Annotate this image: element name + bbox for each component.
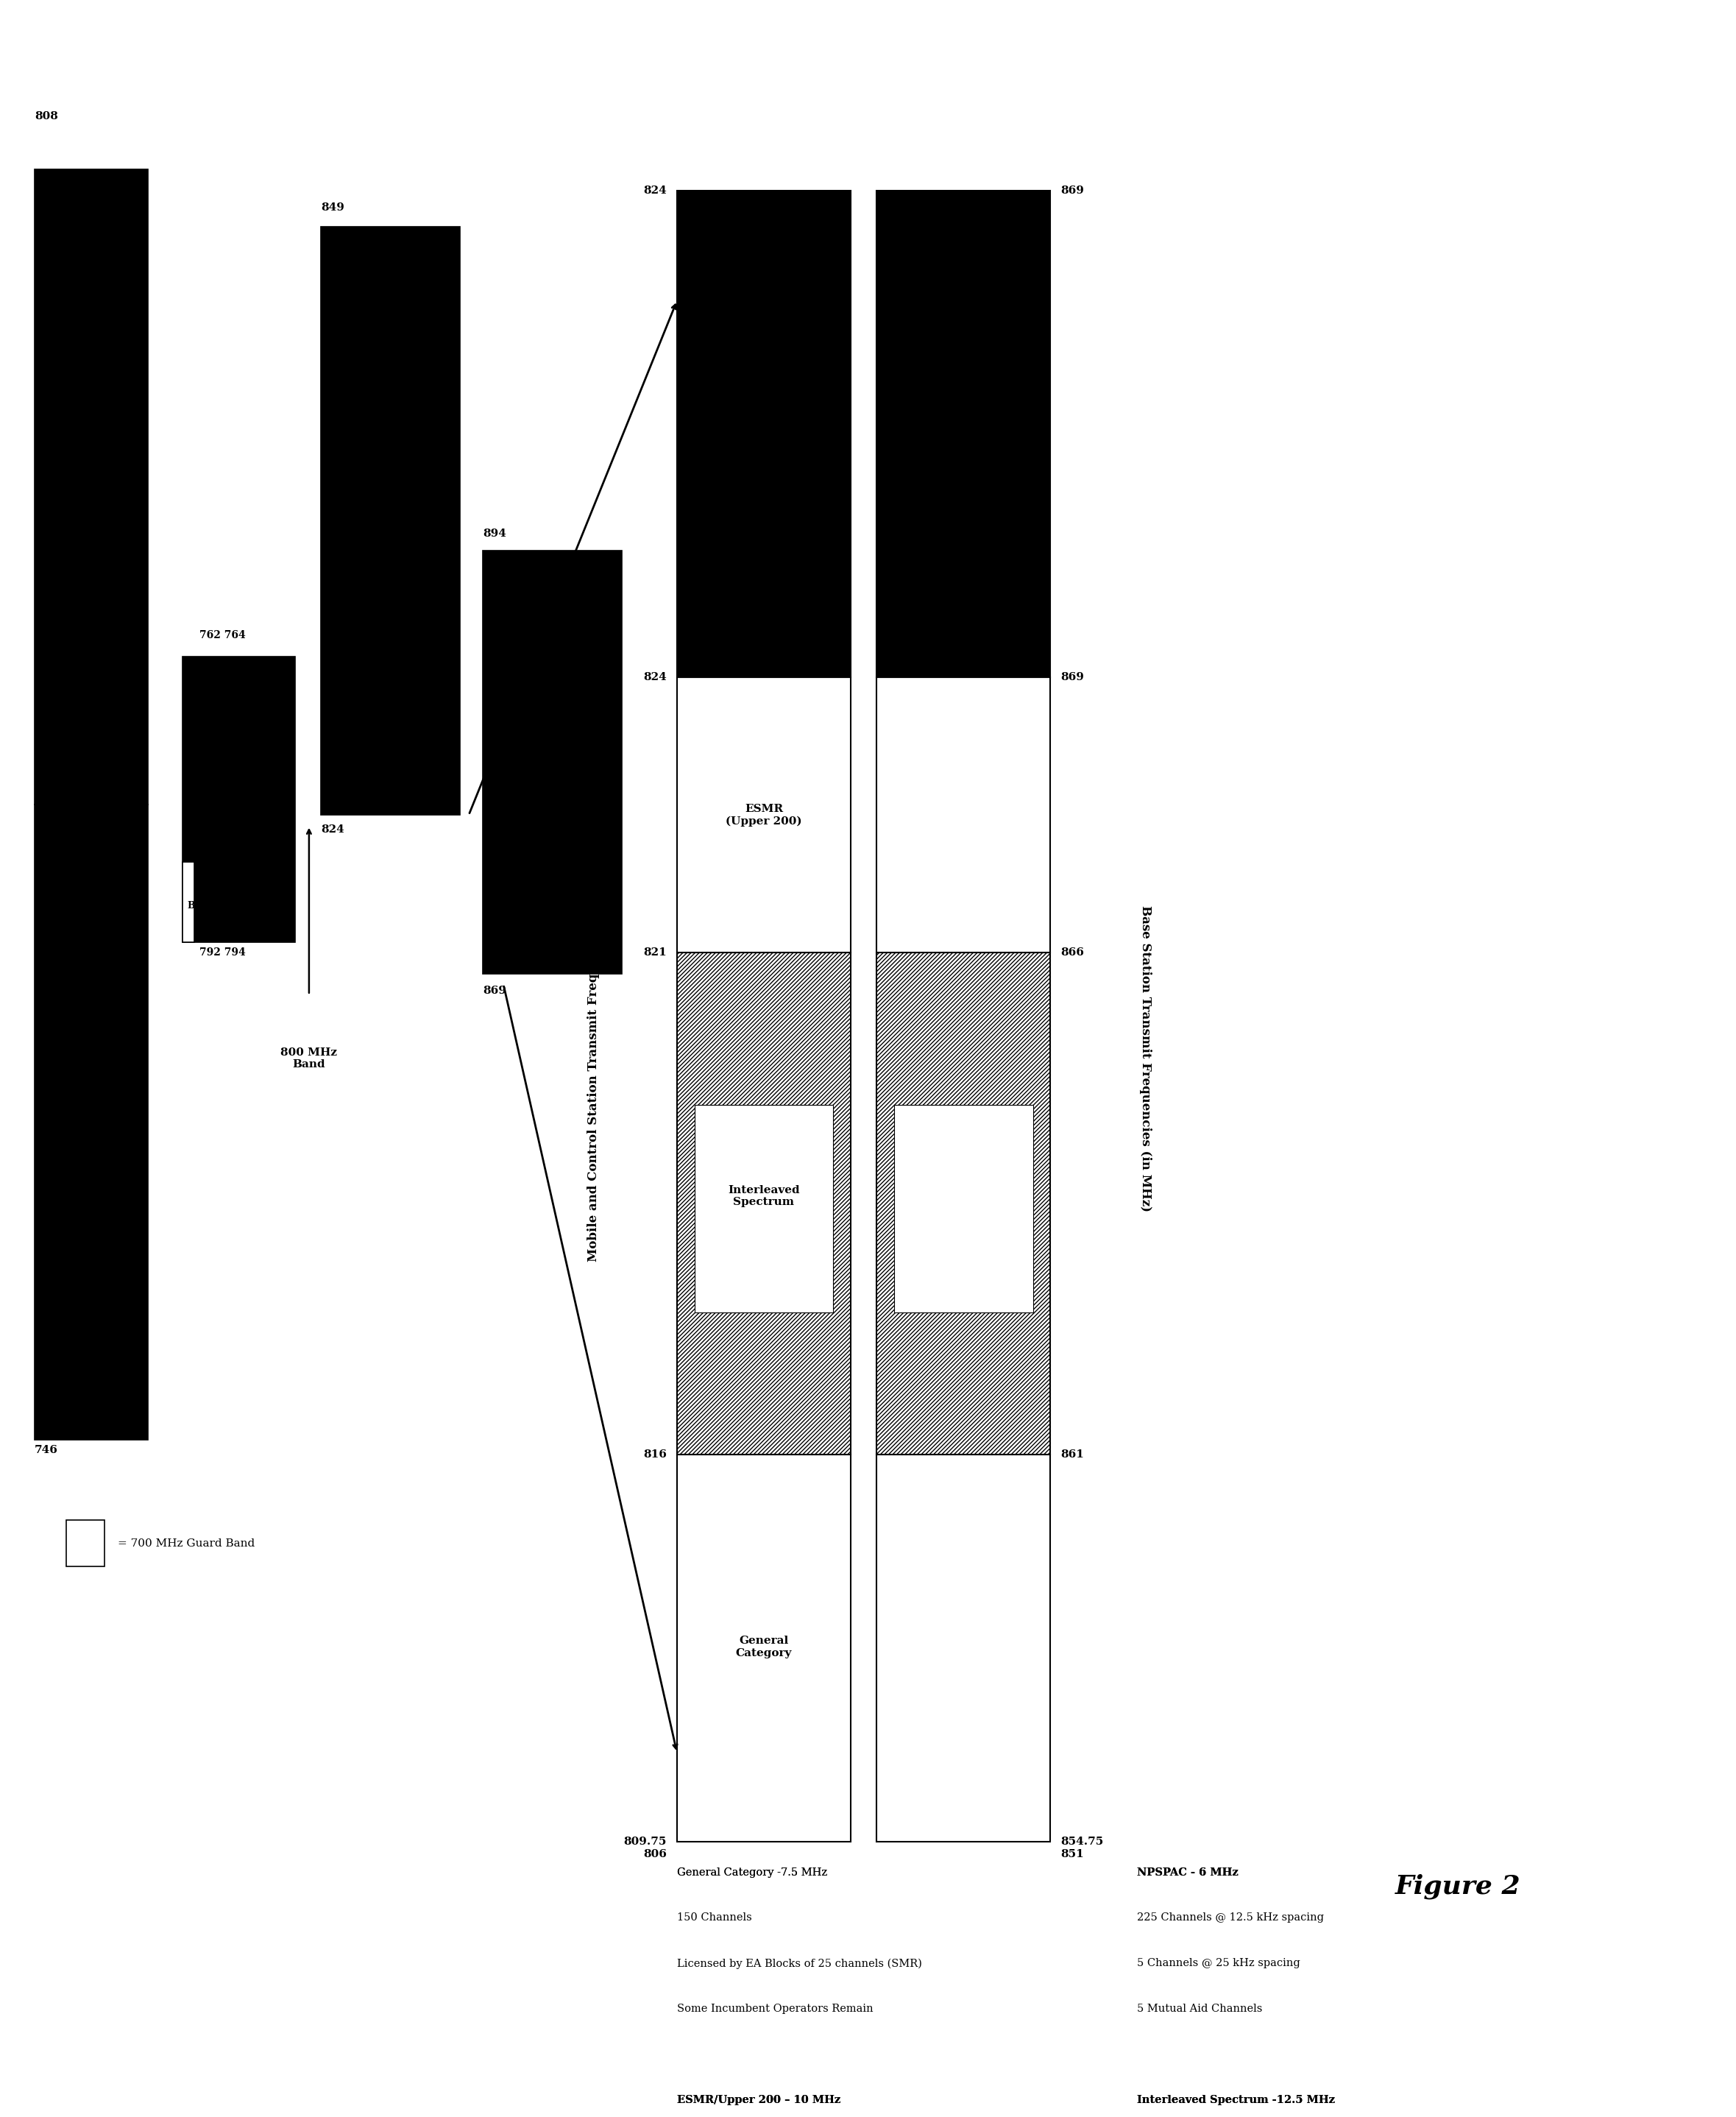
Text: Figure 2: Figure 2 xyxy=(1396,1874,1521,1899)
Text: 806: 806 xyxy=(642,1850,667,1859)
Text: 866: 866 xyxy=(1061,948,1085,957)
Text: Base: Base xyxy=(502,756,533,768)
Bar xyxy=(35,804,148,1440)
Text: 824: 824 xyxy=(644,186,667,195)
Text: NPSPAC - 6 MHz: NPSPAC - 6 MHz xyxy=(1137,1867,1238,1878)
Text: Interleaved
Spectrum: Interleaved Spectrum xyxy=(727,1186,800,1207)
Text: 851: 851 xyxy=(1061,1850,1083,1859)
Text: 5 Channels @ 25 kHz spacing: 5 Channels @ 25 kHz spacing xyxy=(1137,1958,1300,1969)
Text: 849: 849 xyxy=(321,203,345,212)
Text: General
Category: General Category xyxy=(736,1636,792,1658)
Bar xyxy=(182,862,194,942)
Text: NPSPAC - 6 MHz: NPSPAC - 6 MHz xyxy=(1137,1867,1238,1878)
Text: Base Station Transmit Frequencies (in MHz): Base Station Transmit Frequencies (in MH… xyxy=(1139,906,1153,1211)
Bar xyxy=(694,1105,833,1313)
Bar xyxy=(66,1520,104,1567)
Bar xyxy=(35,169,148,804)
Text: 792 794: 792 794 xyxy=(200,948,247,957)
Bar xyxy=(877,191,1050,677)
Text: General Category -7.5 MHz: General Category -7.5 MHz xyxy=(677,1867,828,1878)
Bar xyxy=(677,191,851,677)
Text: Licensed by EA Blocks of 25 channels (SMR): Licensed by EA Blocks of 25 channels (SM… xyxy=(677,1958,922,1969)
Text: 746: 746 xyxy=(35,1446,59,1454)
Text: ESMR/Upper 200 – 10 MHz: ESMR/Upper 200 – 10 MHz xyxy=(677,2096,840,2104)
Text: 869: 869 xyxy=(1061,673,1085,682)
Text: 762 764: 762 764 xyxy=(200,631,247,639)
Text: 821: 821 xyxy=(644,948,667,957)
Text: 894: 894 xyxy=(483,529,507,538)
Text: General Category -7.5 MHz: General Category -7.5 MHz xyxy=(677,1867,828,1878)
Text: 869: 869 xyxy=(1061,186,1085,195)
Text: 816: 816 xyxy=(642,1450,667,1459)
Text: = 700 MHz Guard Band: = 700 MHz Guard Band xyxy=(118,1539,255,1548)
Bar xyxy=(677,953,851,1454)
Text: 869: 869 xyxy=(483,987,507,995)
Bar xyxy=(894,1105,1033,1313)
Text: 150 Channels: 150 Channels xyxy=(677,1914,752,1922)
Bar xyxy=(877,1454,1050,1842)
Text: Interleaved Spectrum -12.5 MHz: Interleaved Spectrum -12.5 MHz xyxy=(1137,2096,1335,2104)
Text: 824: 824 xyxy=(321,826,344,834)
Text: 225 Channels @ 12.5 kHz spacing: 225 Channels @ 12.5 kHz spacing xyxy=(1137,1914,1325,1922)
Bar xyxy=(321,227,460,815)
Text: Mobile and Control Station Transmit Frequencies (in MHz): Mobile and Control Station Transmit Freq… xyxy=(587,855,601,1262)
Bar xyxy=(677,677,851,953)
Text: 824: 824 xyxy=(644,673,667,682)
Bar xyxy=(483,550,621,974)
Text: B: B xyxy=(187,902,196,910)
Text: ESMR
(Upper 200): ESMR (Upper 200) xyxy=(726,804,802,826)
Bar xyxy=(877,953,1050,1454)
Text: Interleaved Spectrum -12.5 MHz: Interleaved Spectrum -12.5 MHz xyxy=(1137,2096,1335,2104)
Text: 5 Mutual Aid Channels: 5 Mutual Aid Channels xyxy=(1137,2003,1262,2013)
Bar xyxy=(877,677,1050,953)
Text: Some Incumbent Operators Remain: Some Incumbent Operators Remain xyxy=(677,2003,873,2013)
Text: 808: 808 xyxy=(35,112,59,121)
Text: 861: 861 xyxy=(1061,1450,1085,1459)
Bar xyxy=(677,1454,851,1842)
Text: 800 MHz
Band: 800 MHz Band xyxy=(281,1048,337,1069)
Text: 854.75: 854.75 xyxy=(1061,1838,1104,1846)
Text: 809.75: 809.75 xyxy=(623,1838,667,1846)
Text: Mobile: Mobile xyxy=(332,512,380,525)
Text: ESMR/Upper 200 – 10 MHz: ESMR/Upper 200 – 10 MHz xyxy=(677,2096,840,2104)
Bar xyxy=(182,656,295,942)
Text: 776: 776 xyxy=(35,790,59,798)
